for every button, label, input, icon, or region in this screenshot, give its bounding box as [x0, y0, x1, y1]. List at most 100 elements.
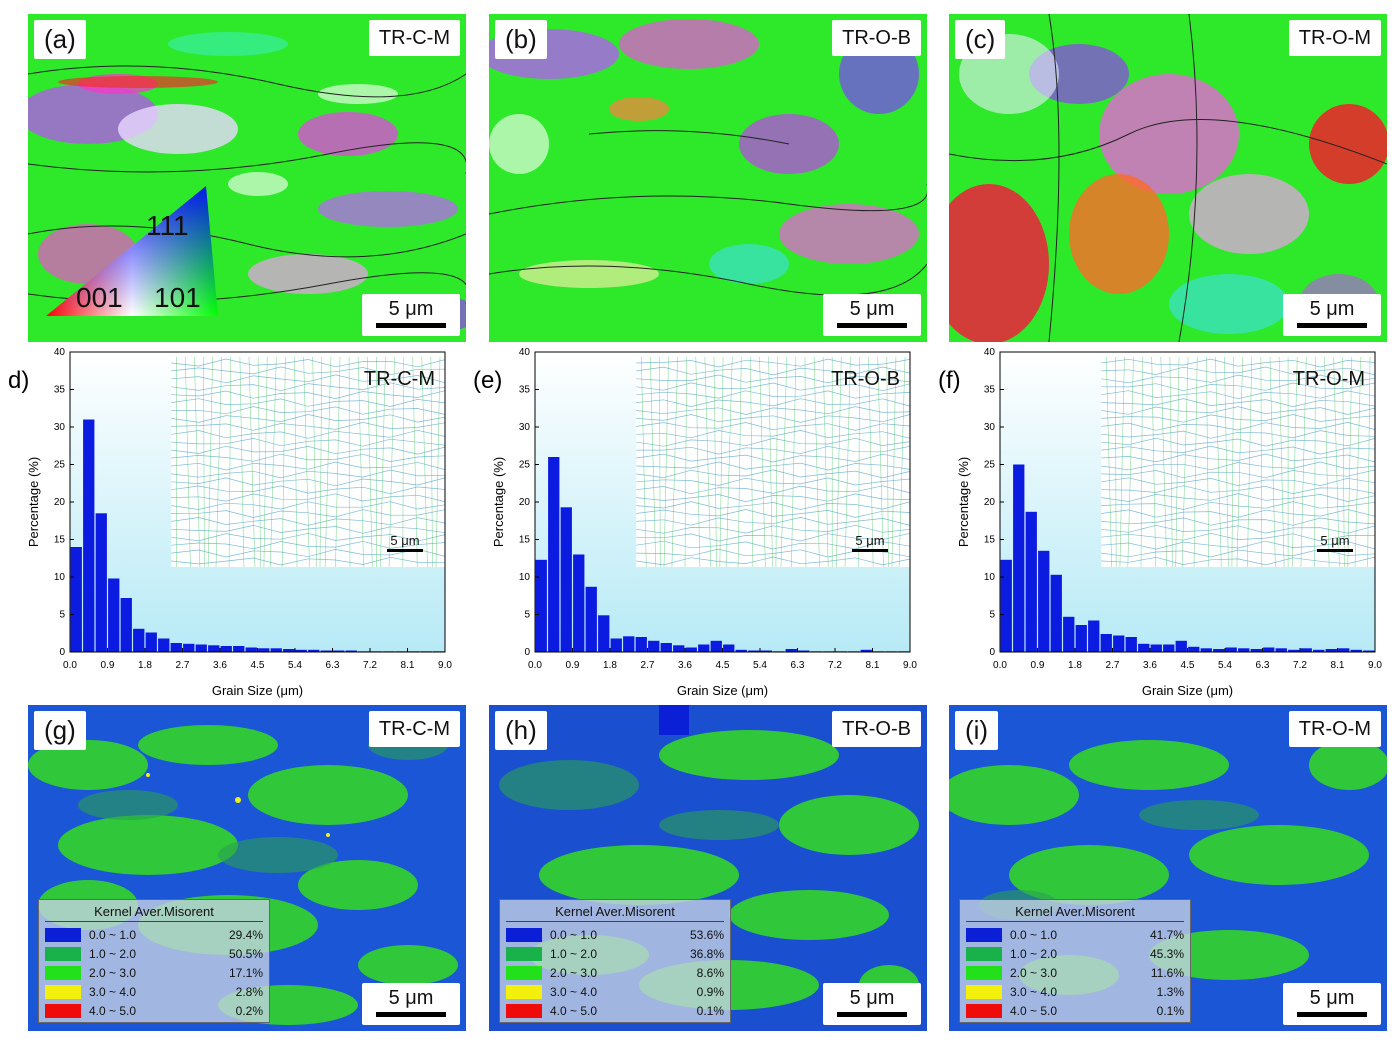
y-tick-label: 35: [984, 385, 996, 396]
y-tick-label: 35: [54, 385, 66, 396]
scale-bar: 5 μm: [362, 983, 460, 1025]
histogram-bar: [1200, 648, 1212, 653]
histogram-bar: [1300, 648, 1312, 653]
x-tick-label: 5.4: [1218, 660, 1232, 671]
histogram-bar: [1363, 650, 1375, 652]
y-tick-label: 40: [519, 347, 531, 358]
kam-legend-row: 1.0 ~ 2.0 50.5%: [45, 944, 263, 963]
histogram-bar: [1138, 643, 1150, 653]
inset-scale-label: 5 μm: [1320, 533, 1349, 548]
histogram-bar: [673, 645, 685, 653]
inset-scale-bar: [387, 549, 423, 552]
panel-letter: (f): [938, 367, 961, 394]
ipf-label-001: 001: [76, 282, 123, 313]
histogram-bar: [1238, 648, 1250, 653]
kam-legend-row: 3.0 ~ 4.0 1.3%: [966, 982, 1184, 1001]
x-axis-label: Grain Size (μm): [677, 683, 768, 698]
kam-percent: 0.2%: [235, 1003, 263, 1018]
boundary-lines: [176, 356, 441, 568]
kam-legend-row: 0.0 ~ 1.0 29.4%: [45, 925, 263, 944]
histogram-bar: [1063, 616, 1075, 653]
kam-legend: Kernel Aver.Misorent 0.0 ~ 1.0 29.4% 1.0 …: [38, 899, 270, 1023]
x-tick-label: 1.8: [138, 660, 152, 671]
scale-bar-label: 5 μm: [849, 298, 895, 320]
kam-percent: 0.1%: [1156, 1003, 1184, 1018]
x-tick-label: 6.3: [326, 660, 340, 671]
y-tick-label: 0: [524, 647, 530, 658]
kam-legend-row: 2.0 ~ 3.0 8.6%: [506, 963, 724, 982]
scale-bar-label: 5 μm: [388, 298, 434, 320]
x-tick-label: 0.0: [993, 660, 1007, 671]
histogram-bar: [785, 649, 797, 652]
kam-percent: 41.7%: [1149, 927, 1184, 942]
histogram-bar: [1350, 649, 1362, 653]
histogram-bar: [1038, 550, 1050, 653]
histogram-bar: [798, 650, 810, 652]
histogram-bar: [1088, 620, 1100, 652]
x-tick-label: 7.2: [828, 660, 842, 671]
kam-legend: Kernel Aver.Misorent 0.0 ~ 1.0 53.6% 1.0 …: [499, 899, 731, 1023]
histogram-bar: [660, 643, 672, 652]
y-tick-label: 15: [519, 535, 531, 546]
histogram-bar: [220, 646, 232, 652]
kam-legend-row: 1.0 ~ 2.0 45.3%: [966, 944, 1184, 963]
kam-percent: 0.1%: [696, 1003, 724, 1018]
x-tick-label: 5.4: [753, 660, 767, 671]
inset-sample-label: TR-C-M: [364, 368, 435, 390]
histogram-bar: [308, 649, 320, 653]
kam-legend: Kernel Aver.Misorent 0.0 ~ 1.0 41.7% 1.0 …: [959, 899, 1191, 1023]
kam-range: 2.0 ~ 3.0: [1010, 965, 1058, 980]
histogram-bar: [145, 632, 157, 652]
x-tick-label: 0.9: [1031, 660, 1045, 671]
histogram-bar: [258, 648, 270, 653]
y-tick-label: 40: [984, 347, 996, 358]
sample-label: TR-O-B: [832, 20, 921, 56]
ipf-label-101: 101: [154, 282, 201, 313]
histogram-bar: [598, 615, 610, 653]
histogram-bar: [158, 638, 170, 652]
sample-label: TR-O-M: [1288, 20, 1381, 56]
y-tick-label: 25: [519, 460, 531, 471]
histogram-bar: [610, 638, 622, 652]
x-tick-label: 4.5: [716, 660, 730, 671]
x-axis-label: Grain Size (μm): [1142, 683, 1233, 698]
x-tick-label: 2.7: [176, 660, 190, 671]
y-tick-label: 20: [54, 497, 66, 508]
x-tick-label: 8.1: [401, 660, 415, 671]
kam-range: 4.0 ~ 5.0: [1010, 1003, 1058, 1018]
y-tick-label: 15: [54, 535, 66, 546]
kam-range: 0.0 ~ 1.0: [89, 927, 137, 942]
histogram-bar: [108, 578, 120, 652]
histogram-bar: [1150, 644, 1162, 652]
y-tick-label: 20: [984, 497, 996, 508]
ipf-panel-a: 111 001 101 (a) TR-C-M 5 μm: [28, 14, 466, 342]
histogram-bar: [1113, 635, 1125, 652]
scale-bar: 5 μm: [1283, 294, 1381, 336]
kam-legend-title: Kernel Aver.Misorent: [506, 904, 724, 922]
x-tick-label: 1.8: [603, 660, 617, 671]
kam-legend-row: 3.0 ~ 4.0 2.8%: [45, 982, 263, 1001]
histogram-bar: [585, 586, 597, 653]
histogram-bar: [233, 646, 245, 652]
histogram-bar: [560, 507, 572, 653]
x-tick-label: 0.9: [101, 660, 115, 671]
histogram-bar: [245, 647, 257, 652]
ipf-panel-c: (c) TR-O-M 5 μm: [949, 14, 1387, 342]
panel-letter: (a): [34, 20, 86, 60]
histogram-bar: [698, 644, 710, 652]
histogram-bar: [548, 457, 560, 652]
kam-percent: 17.1%: [228, 965, 263, 980]
kam-percent: 36.8%: [689, 946, 724, 961]
histogram-bar: [1175, 640, 1187, 653]
kam-percent: 2.8%: [235, 984, 263, 999]
inset-scale-label: 5 μm: [855, 533, 884, 548]
kam-range: 1.0 ~ 2.0: [1010, 946, 1058, 961]
y-tick-label: 25: [54, 460, 66, 471]
kam-percent: 45.3%: [1149, 946, 1184, 961]
histogram-bar: [83, 419, 95, 652]
y-tick-label: 5: [59, 610, 65, 621]
boundary-lines: [636, 358, 911, 566]
x-tick-label: 0.0: [528, 660, 542, 671]
histogram-bar: [195, 644, 207, 652]
y-tick-label: 10: [984, 572, 996, 583]
